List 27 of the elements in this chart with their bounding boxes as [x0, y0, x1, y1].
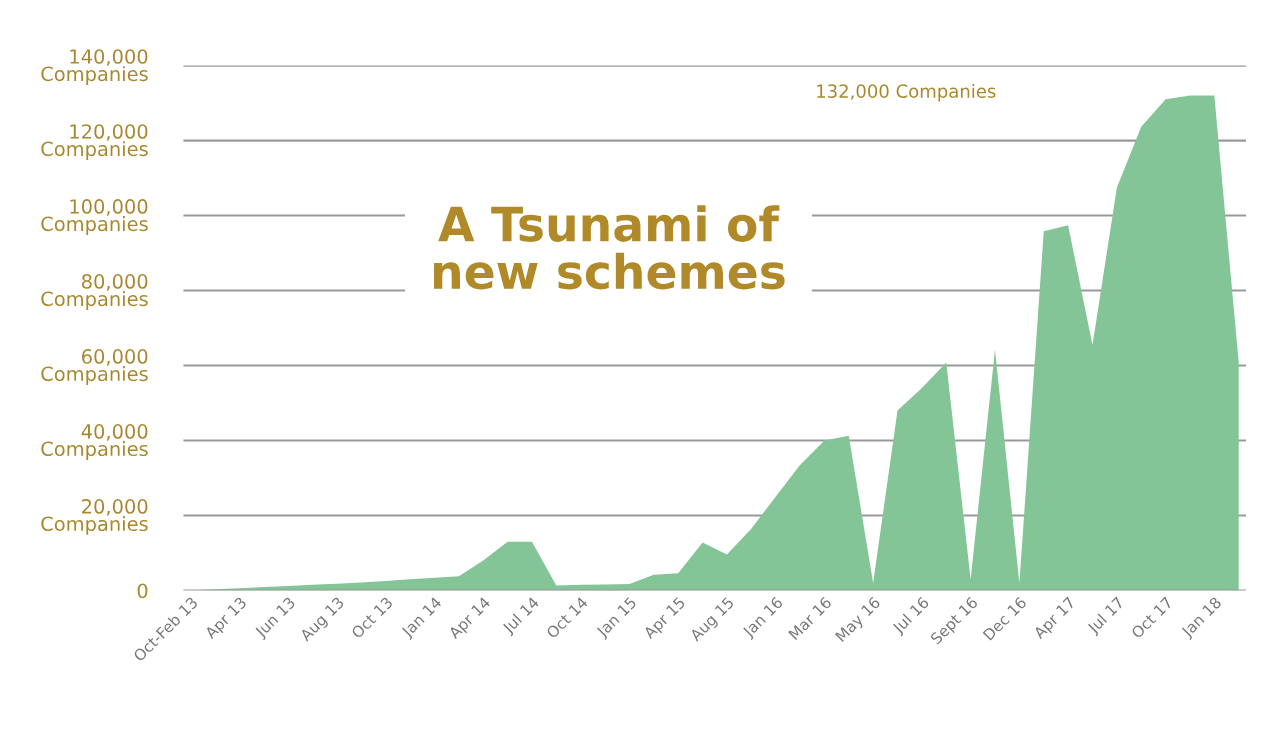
x-tick-label: Jul 14 [501, 595, 542, 637]
annotation: 132,000 Companies [817, 83, 996, 102]
y-tick-label: 40,000 Companies [41, 424, 148, 460]
x-tick-label: Apr 13 [203, 596, 250, 642]
y-tick-label: 140,000 Companies [41, 49, 148, 85]
x-tick-label: Dec 16 [982, 596, 1028, 641]
y-tick-label: 20,000 Companies [41, 499, 148, 535]
x-tick-label: Apr 17 [1032, 596, 1078, 642]
x-tick-label: Jan 16 [741, 596, 786, 641]
x-tick-label: Jun 13 [253, 596, 298, 641]
x-tick-label: Apr 14 [447, 596, 494, 642]
y-tick-label: 0 [137, 583, 148, 599]
x-tick-label: Oct 14 [545, 596, 589, 639]
x-tick-label: Jan 15 [595, 596, 639, 641]
x-tick-label: Jan 18 [1180, 596, 1224, 641]
y-tick-label: 120,000 Companies [41, 124, 148, 160]
x-tick-label: Mar 16 [788, 596, 833, 641]
text: A Tsunami of new schemes [434, 205, 785, 290]
x-tick-label: Apr 15 [642, 596, 688, 642]
x-tick-label: Jan 14 [400, 596, 445, 641]
y-tick-label: 100,000 Companies [41, 199, 148, 235]
y-tick-label: 60,000 Companies [41, 349, 148, 385]
y-tick-label: 80,000 Companies [41, 274, 148, 310]
x-tick-label: Oct 13 [350, 596, 394, 639]
x-tick-label: Jul 17 [1086, 596, 1127, 637]
x-tick-label: Oct 17 [1130, 596, 1174, 639]
x-tick-label: Jul 16 [891, 596, 932, 637]
